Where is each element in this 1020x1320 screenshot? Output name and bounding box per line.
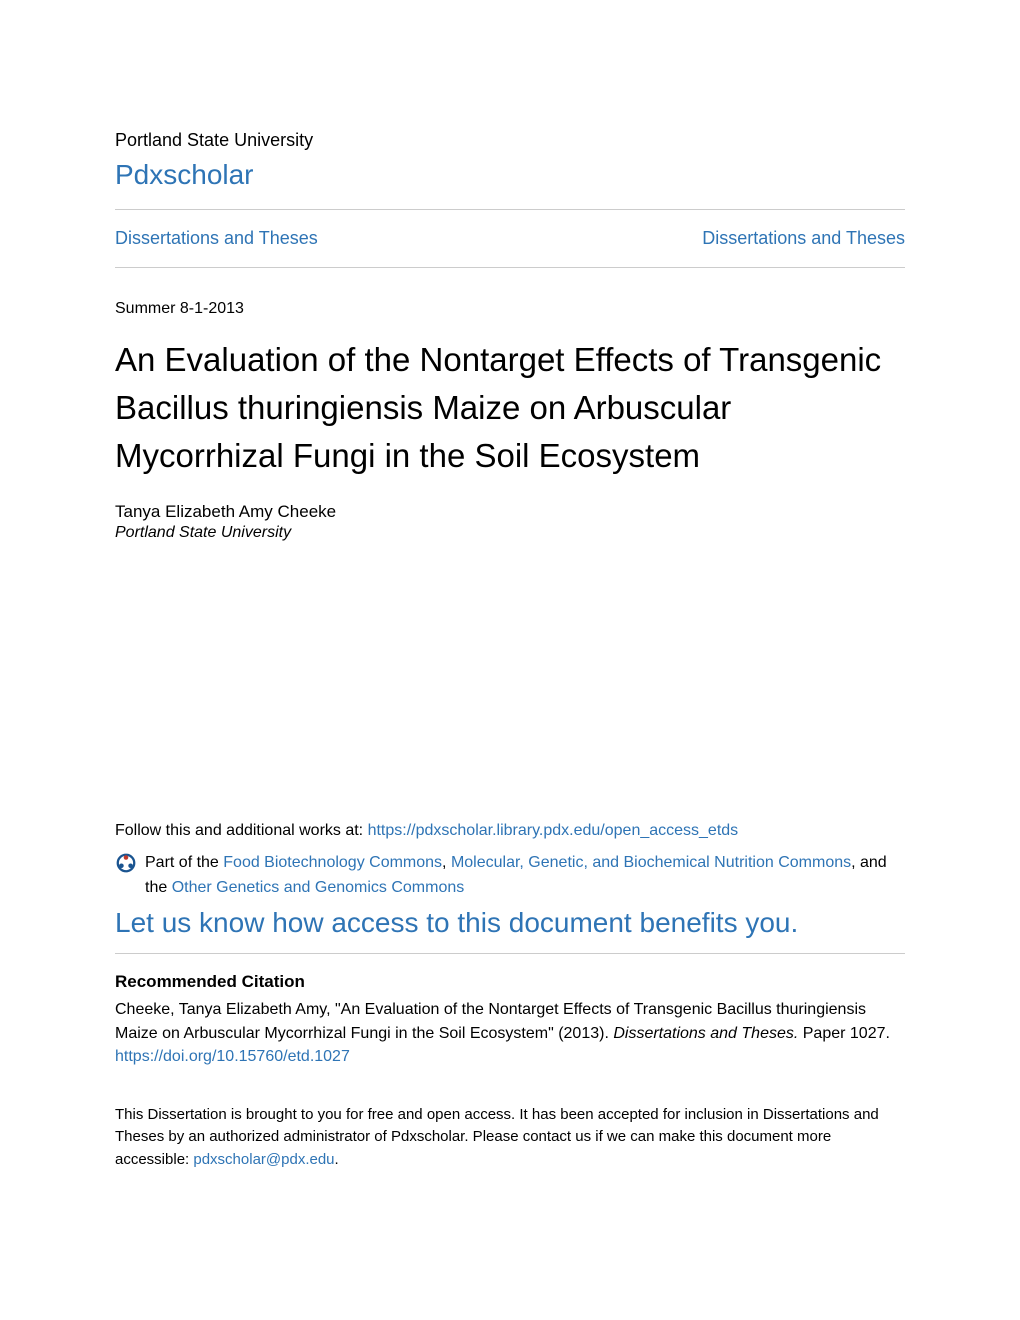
benefits-link[interactable]: Let us know how access to this document … [115, 907, 905, 939]
citation-heading: Recommended Citation [115, 972, 905, 992]
collection-link-left[interactable]: Dissertations and Theses [115, 228, 318, 249]
network-icon [115, 852, 137, 874]
follow-prefix: Follow this and additional works at: [115, 822, 368, 839]
doi-link[interactable]: https://doi.org/10.15760/etd.1027 [115, 1048, 905, 1066]
commons-sep-1: , [442, 854, 451, 871]
publication-date: Summer 8-1-2013 [115, 300, 905, 318]
author-name: Tanya Elizabeth Amy Cheeke [115, 502, 905, 522]
footer-post: . [335, 1151, 339, 1168]
author-affiliation: Portland State University [115, 524, 905, 542]
repository-link[interactable]: Pdxscholar [115, 159, 905, 191]
document-title: An Evaluation of the Nontarget Effects o… [115, 336, 905, 480]
commons-link-3[interactable]: Other Genetics and Genomics Commons [172, 879, 465, 896]
citation-series: Dissertations and Theses. [613, 1025, 798, 1042]
commons-link-2[interactable]: Molecular, Genetic, and Biochemical Nutr… [451, 854, 851, 871]
divider-nav [115, 267, 905, 268]
commons-text: Part of the Food Biotechnology Commons, … [145, 850, 905, 901]
footer-text: This Dissertation is brought to you for … [115, 1104, 905, 1172]
collection-link-right[interactable]: Dissertations and Theses [702, 228, 905, 249]
university-name: Portland State University [115, 130, 905, 151]
follow-works-link[interactable]: https://pdxscholar.library.pdx.edu/open_… [368, 822, 739, 839]
follow-works-line: Follow this and additional works at: htt… [115, 822, 905, 840]
divider-citation [115, 953, 905, 954]
citation-post: Paper 1027. [798, 1025, 890, 1042]
part-of-prefix: Part of the [145, 854, 223, 871]
commons-line: Part of the Food Biotechnology Commons, … [115, 850, 905, 901]
citation-text: Cheeke, Tanya Elizabeth Amy, "An Evaluat… [115, 998, 905, 1046]
contact-email-link[interactable]: pdxscholar@pdx.edu [193, 1151, 334, 1168]
commons-link-1[interactable]: Food Biotechnology Commons [223, 854, 442, 871]
breadcrumb-nav: Dissertations and Theses Dissertations a… [115, 210, 905, 267]
